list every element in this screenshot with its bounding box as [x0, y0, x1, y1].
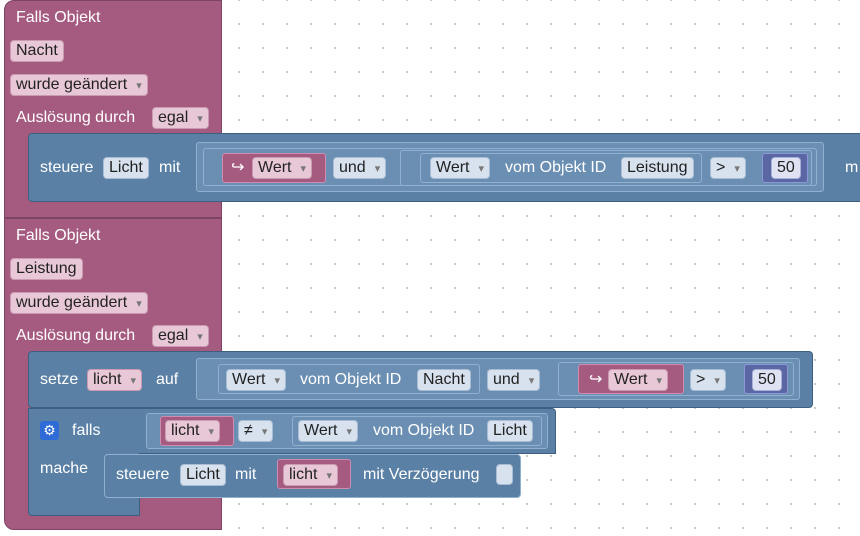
mit-label: mit: [235, 466, 257, 483]
compare-op-dropdown[interactable]: >: [710, 157, 746, 179]
object-id-field[interactable]: Nacht: [10, 40, 64, 62]
vom-objekt-label: vom Objekt ID: [300, 371, 402, 388]
object-id-field[interactable]: Licht: [487, 420, 533, 442]
delay-label: mit Verzögerung: [363, 466, 480, 483]
event-value-dropdown[interactable]: Wert: [608, 369, 669, 391]
value-attr-dropdown[interactable]: Wert: [298, 420, 359, 442]
logic-op-dropdown[interactable]: und: [487, 369, 541, 391]
compare-op-dropdown[interactable]: ≠: [238, 420, 274, 442]
trigger-label: Auslösung durch: [16, 109, 136, 126]
set-verb: setze: [40, 371, 79, 388]
event-arrow-icon: ↪: [589, 371, 603, 388]
object-id-field[interactable]: Nacht: [417, 369, 471, 391]
number-field[interactable]: 50: [752, 369, 782, 391]
variable-dropdown[interactable]: licht: [165, 420, 221, 442]
trigger-label: Auslösung durch: [16, 327, 136, 344]
change-dropdown[interactable]: wurde geändert: [10, 74, 148, 96]
object-id-field[interactable]: Leistung: [621, 157, 694, 179]
statement-verb: steuere: [40, 159, 94, 176]
block-title: Falls Objekt: [16, 9, 101, 26]
mit-label: mit: [159, 159, 181, 176]
trigger-dropdown[interactable]: egal: [152, 107, 209, 129]
value-attr-dropdown[interactable]: Wert: [430, 157, 491, 179]
vom-objekt-label: vom Objekt ID: [505, 159, 607, 176]
compare-op-dropdown[interactable]: >: [690, 369, 726, 391]
block-title: Falls Objekt: [16, 227, 101, 244]
trigger-dropdown[interactable]: egal: [152, 325, 209, 347]
target-object-field[interactable]: Licht: [180, 464, 226, 486]
event-arrow-icon: ↪: [231, 159, 245, 176]
mache-label: mache: [40, 460, 89, 477]
variable-dropdown[interactable]: licht: [283, 464, 339, 486]
statement-verb: steuere: [116, 466, 170, 483]
trigger-block-footer: [4, 202, 222, 218]
gear-icon[interactable]: ⚙: [40, 421, 59, 440]
falls-label: falls: [72, 422, 101, 439]
variable-dropdown[interactable]: licht: [87, 369, 143, 391]
change-dropdown[interactable]: wurde geändert: [10, 292, 148, 314]
delay-checkbox[interactable]: [496, 464, 513, 485]
object-id-field[interactable]: Leistung: [10, 258, 83, 280]
number-field[interactable]: 50: [771, 157, 801, 179]
auf-label: auf: [156, 371, 179, 388]
vom-objekt-label: vom Objekt ID: [373, 422, 475, 439]
logic-op-dropdown[interactable]: und: [333, 157, 387, 179]
trailing-label: m: [845, 159, 859, 176]
value-attr-dropdown[interactable]: Wert: [226, 369, 287, 391]
target-object-field[interactable]: Licht: [103, 157, 149, 179]
event-value-dropdown[interactable]: Wert: [252, 157, 313, 179]
